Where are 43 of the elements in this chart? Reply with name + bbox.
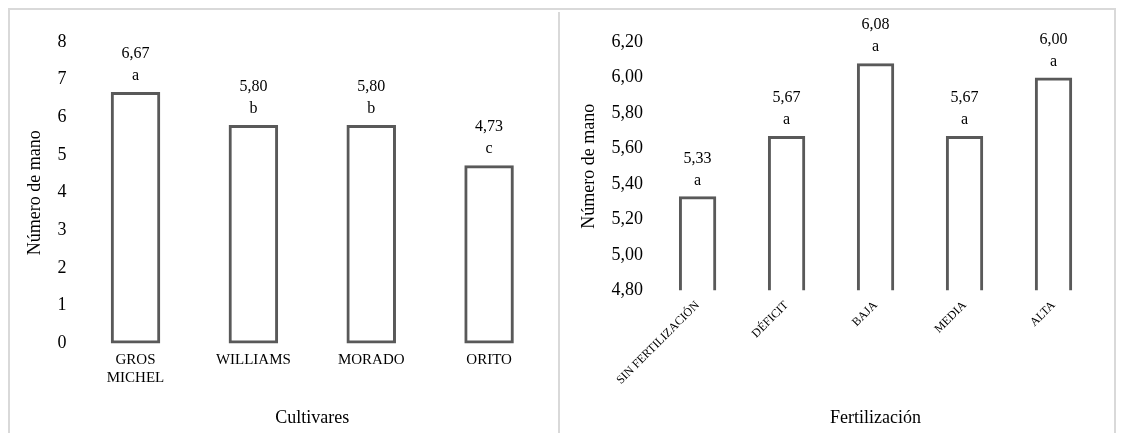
annotation: a — [872, 37, 880, 55]
y-tick-label: 1 — [57, 294, 67, 315]
x-axis-title: Cultivares — [275, 406, 350, 427]
annotation: a — [694, 170, 702, 188]
data-label: 5,67 — [950, 88, 979, 106]
annotation: a — [131, 66, 140, 84]
y-tick-label: 6 — [57, 106, 67, 127]
y-tick-label: 8 — [57, 30, 67, 51]
y-tick-label: 7 — [57, 68, 67, 89]
x-tick-label: ORITO — [466, 351, 513, 368]
x-tick-label: WILLIAMS — [215, 351, 291, 368]
x-tick-label: GROS MICHEL — [106, 351, 165, 386]
data-label: 5,80 — [239, 77, 268, 95]
y-tick-label: 5,60 — [611, 137, 644, 158]
y-tick-label: 5,20 — [611, 208, 644, 229]
y-axis-title: Número de mano — [23, 130, 44, 256]
data-label: 6,00 — [1039, 29, 1068, 47]
data-label: 5,67 — [772, 88, 801, 106]
data-label: 4,73 — [475, 117, 504, 135]
x-tick-label: MORADO — [337, 351, 405, 368]
annotation: a — [1049, 51, 1058, 69]
y-tick-label: 5,40 — [611, 172, 644, 193]
y-tick-label: 4 — [57, 181, 67, 202]
y-tick-label: 6,20 — [611, 30, 644, 51]
annotation: b — [249, 99, 258, 117]
data-label: 5,80 — [357, 77, 386, 95]
annotation: c — [485, 139, 493, 157]
y-tick-label: 2 — [57, 256, 67, 277]
y-tick-label: 5 — [57, 143, 67, 164]
y-tick-label: 4,80 — [611, 279, 644, 300]
y-tick-label: 0 — [57, 332, 67, 353]
data-label: 6,08 — [861, 15, 890, 33]
y-tick-label: 6,00 — [611, 66, 644, 87]
y-tick-label: 5,00 — [611, 243, 644, 264]
y-tick-label: 3 — [57, 219, 67, 240]
y-tick-label: 5,80 — [611, 101, 644, 122]
data-label: 5,33 — [683, 148, 712, 166]
y-axis-title: Número de mano — [577, 103, 598, 229]
data-label: 6,67 — [121, 44, 150, 62]
annotation: a — [783, 110, 791, 128]
annotation: b — [367, 99, 376, 117]
x-axis-title: Fertilización — [830, 406, 922, 427]
annotation: a — [960, 110, 969, 128]
